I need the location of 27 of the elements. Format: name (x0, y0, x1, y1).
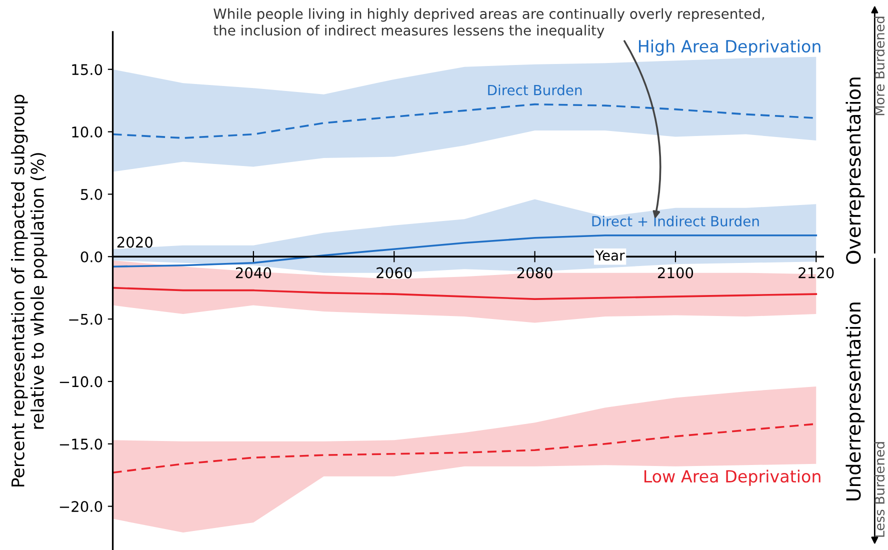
annotation: Low Area Deprivation (644, 470, 820, 486)
annotation: While people living in highly deprived areas are continually overly represented, the inclusion of indirect measures lessens the inequality (213, 8, 764, 38)
text: Overrepresentation (846, 78, 865, 264)
y-tick-label: −20.0 (60, 501, 102, 512)
x-tick-label: 2120 (798, 267, 834, 278)
x-tick-label: 2060 (376, 267, 412, 278)
y-tick-label: −10.0 (60, 376, 102, 388)
x-tick-label: 2040 (236, 267, 272, 278)
line-series (112, 286, 818, 300)
x-tick-label: 2080 (517, 267, 552, 278)
annotation: 2020 (117, 236, 152, 248)
line-series (112, 234, 818, 268)
y-tick-label: 15.0 (72, 64, 102, 76)
series-label: Direct + Indirect Burden (592, 216, 759, 226)
y-tick-label: −5.0 (69, 314, 102, 325)
y-axis-title: Percent representation of impacted subgroup relative to whole population (%) (11, 94, 48, 486)
text: Less Burdened (874, 442, 885, 537)
y-tick-label: 0.0 (80, 251, 102, 262)
x-axis-title: Year (595, 250, 625, 261)
text: Underrepresentation (846, 302, 865, 500)
y-tick-label: 5.0 (80, 188, 102, 200)
series-label: Direct Burden (488, 84, 582, 96)
annotation: High Area Deprivation (638, 40, 820, 56)
x-tick-label: 2100 (658, 267, 694, 278)
y-tick-label: 10.0 (72, 126, 102, 138)
y-tick-label: −15.0 (60, 438, 102, 450)
text: More Burdened (874, 16, 885, 116)
